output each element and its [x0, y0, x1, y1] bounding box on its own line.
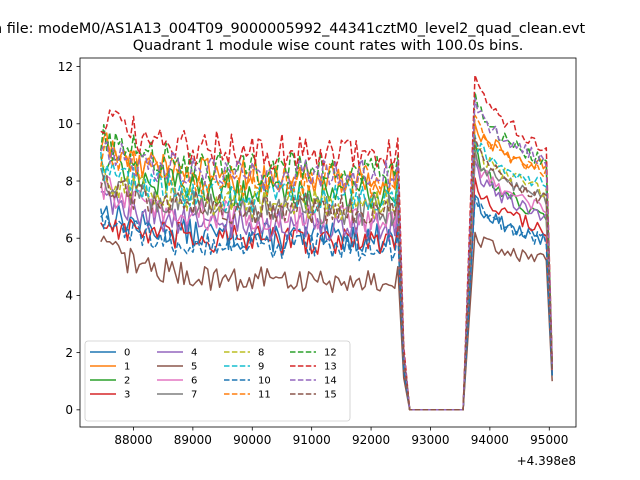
y-tick-label: 2	[65, 346, 73, 360]
figure-suptitle: n file: modeM0/AS1A13_004T09_9000005992_…	[0, 21, 586, 37]
legend-label-14: 14	[324, 376, 337, 387]
legend-label-10: 10	[258, 376, 271, 387]
y-tick-label: 0	[65, 403, 73, 417]
plot-frame	[79, 57, 577, 428]
legend-label-2: 2	[124, 376, 130, 387]
x-offset-label: +4.398e8	[517, 454, 576, 468]
series-line-11	[100, 114, 553, 411]
legend-label-0: 0	[124, 348, 130, 359]
series-line-7	[100, 148, 553, 411]
series-line-4	[100, 160, 553, 411]
y-tick-label: 12	[58, 60, 73, 74]
series-line-10	[100, 197, 553, 411]
y-tick-label: 6	[65, 232, 73, 246]
y-tick-label: 10	[58, 117, 73, 131]
x-tick-label: 94000	[471, 433, 509, 447]
legend-label-3: 3	[124, 390, 130, 401]
series-line-14	[100, 97, 553, 411]
legend-label-9: 9	[258, 362, 264, 373]
series-line-5	[100, 231, 553, 411]
series-line-15	[100, 137, 553, 411]
legend-label-11: 11	[258, 390, 271, 401]
x-tick-label: 93000	[411, 433, 449, 447]
x-tick-label: 88000	[114, 433, 152, 447]
x-tick-label: 89000	[174, 433, 212, 447]
series-line-12	[100, 91, 553, 411]
series-layer	[100, 74, 553, 411]
legend-label-8: 8	[258, 348, 264, 359]
legend-label-7: 7	[191, 390, 197, 401]
x-axis: 88000 89000 90000 91000 92000 93000 94000 95000	[114, 427, 568, 447]
legend-box	[84, 340, 351, 422]
x-tick-label: 92000	[352, 433, 390, 447]
series-line-13	[100, 74, 553, 411]
y-tick-label: 4	[65, 289, 73, 303]
x-tick-label: 95000	[530, 433, 568, 447]
y-tick-label: 8	[65, 174, 73, 188]
legend-label-6: 6	[191, 376, 197, 387]
chart-title: Quadrant 1 module wise count rates with …	[133, 38, 524, 54]
legend-label-5: 5	[191, 362, 197, 373]
x-tick-label: 90000	[233, 433, 271, 447]
x-tick-label: 91000	[293, 433, 331, 447]
legend-label-15: 15	[324, 390, 337, 401]
legend-label-4: 4	[191, 348, 197, 359]
legend-label-1: 1	[124, 362, 130, 373]
y-axis: 0 2 4 6 8 10 12	[58, 60, 80, 417]
legend-label-12: 12	[324, 348, 337, 359]
legend-label-13: 13	[324, 362, 337, 373]
